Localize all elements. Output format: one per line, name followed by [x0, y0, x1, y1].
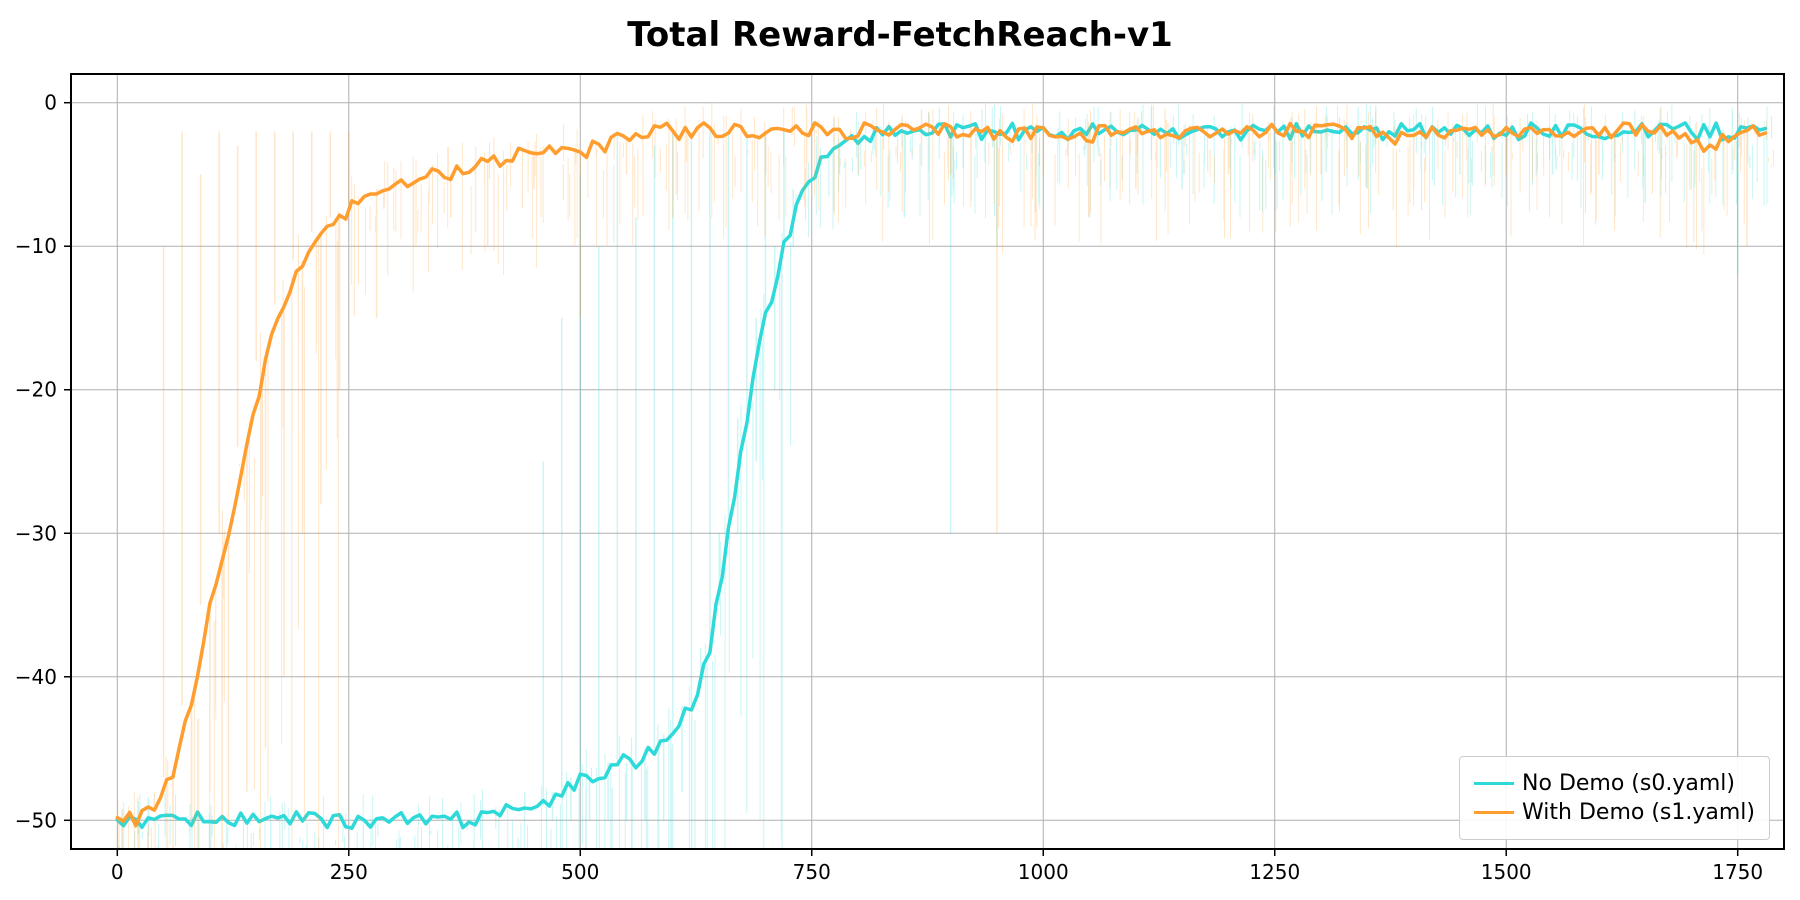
- y-tick-label: −50: [15, 808, 57, 832]
- x-tick-label: 1750: [1712, 860, 1763, 884]
- chart-container: Total Reward-FetchReach-v1 0 250 500 750 100…: [0, 0, 1800, 900]
- legend-item: With Demo (s1.yaml): [1474, 800, 1755, 825]
- legend-item: No Demo (s0.yaml): [1474, 771, 1755, 796]
- y-tick-label: −40: [15, 665, 57, 689]
- y-tick-label: −10: [15, 234, 57, 258]
- x-tick-label: 750: [793, 860, 831, 884]
- x-tick-label: 0: [111, 860, 124, 884]
- x-tick-label: 250: [330, 860, 368, 884]
- legend-label: With Demo (s1.yaml): [1522, 800, 1755, 825]
- x-tick-label: 500: [561, 860, 599, 884]
- legend-label: No Demo (s0.yaml): [1522, 771, 1735, 796]
- y-tick-label: 0: [44, 91, 57, 115]
- legend-swatch: [1474, 782, 1514, 785]
- x-tick-label: 1000: [1018, 860, 1069, 884]
- legend-swatch: [1474, 811, 1514, 814]
- chart-title: Total Reward-FetchReach-v1: [0, 15, 1800, 55]
- x-tick-label: 1500: [1481, 860, 1532, 884]
- y-tick-label: −30: [15, 521, 57, 545]
- legend: No Demo (s0.yaml) With Demo (s1.yaml): [1459, 756, 1770, 840]
- y-tick-label: −20: [15, 378, 57, 402]
- x-tick-label: 1250: [1249, 860, 1300, 884]
